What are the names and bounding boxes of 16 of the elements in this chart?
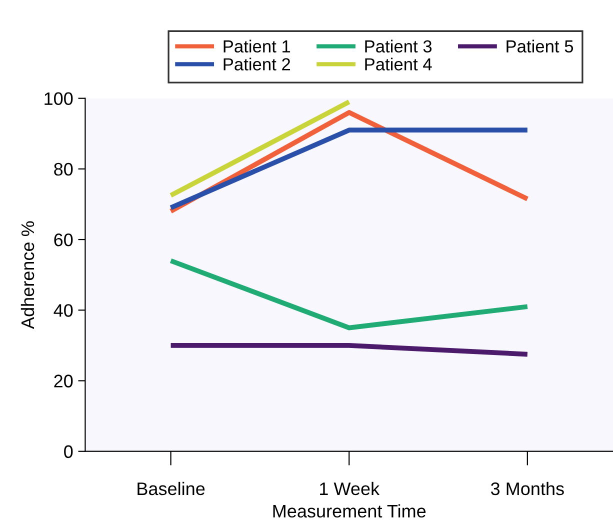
- x-tick-label: Baseline: [138, 482, 205, 496]
- y-tick-label: 20: [54, 374, 73, 388]
- y-tick-label: 40: [54, 304, 73, 317]
- x-axis-title: Measurement Time: [273, 504, 426, 518]
- y-axis-title: Adherence %: [20, 221, 34, 329]
- legend-label: Patient 5: [506, 40, 574, 53]
- y-tick-label: 80: [54, 162, 73, 176]
- legend-label: Patient 3: [365, 40, 432, 53]
- x-tick-label: 1 Week: [320, 482, 380, 496]
- y-tick-label: 0: [64, 445, 73, 458]
- y-tick-label: 100: [44, 92, 73, 106]
- legend-label: Patient 1: [224, 40, 290, 53]
- y-tick-label: 60: [54, 233, 73, 246]
- x-tick-label: 3 Months: [490, 482, 564, 496]
- legend-label: Patient 2: [224, 58, 290, 70]
- legend-label: Patient 4: [365, 58, 432, 70]
